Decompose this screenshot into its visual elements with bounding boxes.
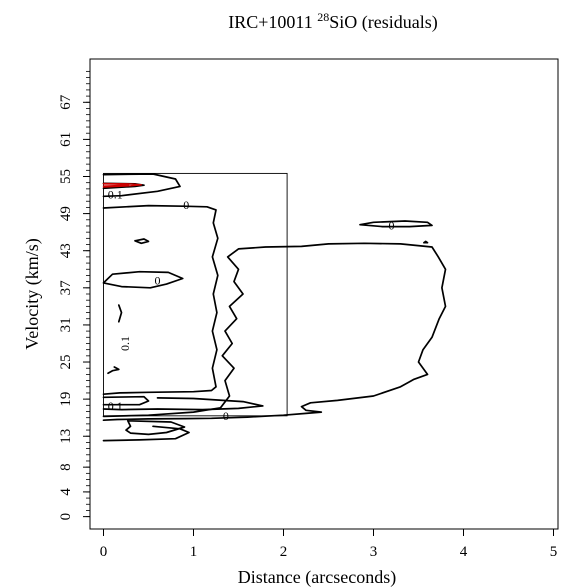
contour-line xyxy=(102,204,219,396)
y-tick-label: 55 xyxy=(58,169,74,184)
contour-line xyxy=(102,242,447,422)
y-tick-label: 25 xyxy=(58,355,74,370)
contour-line xyxy=(107,366,120,375)
contour-label: 0 xyxy=(223,409,229,423)
y-tick-label: 19 xyxy=(58,392,74,407)
data-layer: 0.1 0 0 0 0.1 0 0.1 xyxy=(102,172,447,442)
chart-title-superscript: 28 xyxy=(317,10,329,24)
y-tick-label: 0 xyxy=(58,513,74,521)
chart-title: IRC+10011 28SiO (residuals) xyxy=(228,10,437,33)
y-tick-label: 61 xyxy=(58,132,74,147)
contour-line xyxy=(102,425,190,442)
x-tick-label: 4 xyxy=(460,544,468,560)
contour-line xyxy=(102,270,184,289)
x-tick-label: 2 xyxy=(280,544,288,560)
y-tick-label: 49 xyxy=(58,206,74,221)
y-tick-label: 4 xyxy=(58,488,74,496)
y-tick-label: 13 xyxy=(58,429,74,444)
x-tick-label: 1 xyxy=(190,544,198,560)
y-tick-label: 67 xyxy=(58,94,74,110)
contour-line xyxy=(102,173,181,198)
contour-line xyxy=(134,238,150,245)
contour-label: 0.1 xyxy=(118,336,132,351)
plot-frame xyxy=(89,58,559,530)
x-tick-label: 3 xyxy=(370,544,378,560)
contour-line xyxy=(117,304,123,323)
region-box xyxy=(103,172,288,417)
x-axis-label: Distance (arcseconds) xyxy=(238,567,396,587)
contour-label: 0.1 xyxy=(108,399,123,413)
contour-line xyxy=(423,240,429,244)
y-axis-label: Velocity (km/s) xyxy=(22,238,43,349)
y-tick-label: 37 xyxy=(58,280,74,296)
chart-title-suffix: SiO (residuals) xyxy=(329,12,437,33)
contour-line xyxy=(359,220,433,228)
contour-line xyxy=(102,183,130,187)
x-tick-label: 5 xyxy=(550,544,558,560)
contour-label: 0 xyxy=(389,218,395,232)
contour-line xyxy=(125,419,186,436)
contour-line xyxy=(102,395,150,406)
y-axis: 0 4 8 13 19 25 31 37 43 49 55 61 67 xyxy=(58,65,91,521)
contour-label: 0 xyxy=(155,273,161,287)
y-tick-label: 31 xyxy=(58,317,74,332)
contour-label: 0 xyxy=(183,198,189,212)
contour-label: 0.1 xyxy=(108,187,123,201)
x-tick-label: 0 xyxy=(100,544,108,560)
contour-line xyxy=(102,397,264,411)
chart-title-prefix: IRC+10011 xyxy=(228,12,317,32)
x-axis: 0 1 2 3 4 5 xyxy=(100,528,558,560)
y-tick-label: 43 xyxy=(58,243,74,258)
y-tick-label: 8 xyxy=(58,463,74,471)
